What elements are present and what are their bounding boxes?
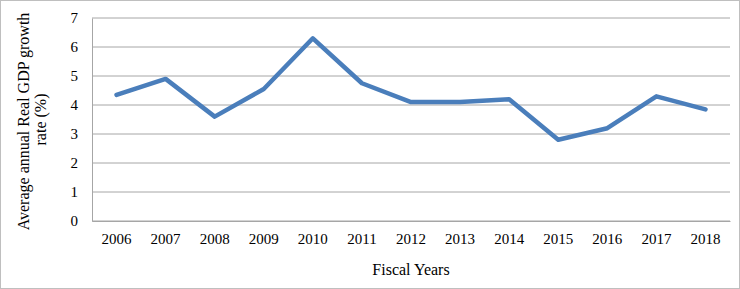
x-tick: 2007 [151,221,182,247]
x-tick: 2009 [249,221,279,247]
x-tick: 2012 [396,221,426,247]
grid-line [92,163,730,164]
grid-line [92,134,730,135]
plot: 0 1 2 3 4 5 6 7 2006 2007 2008 2009 2010 2011 2012 2013… [71,10,731,246]
x-tick: 2006 [102,221,132,247]
y-tick-label: 6 [71,39,79,55]
y-tick-label: 4 [71,97,79,113]
grid-line [92,221,730,222]
y-tick-label: 5 [71,68,79,84]
y-tick: 5 [71,68,93,84]
x-tick: 2015 [543,221,573,247]
y-tick: 7 [71,10,93,26]
grid [92,18,730,221]
y-tick: 4 [71,97,93,113]
x-tick: 2013 [445,221,475,247]
x-tick: 2011 [347,221,376,247]
x-tick: 2017 [641,221,672,247]
grid-line [92,105,730,106]
x-tick-label: 2016 [592,231,623,247]
x-tick: 2018 [690,221,720,247]
y-axis: 0 1 2 3 4 5 6 7 [71,10,93,229]
y-tick-label: 0 [71,213,79,229]
x-tick-label: 2017 [641,231,672,247]
chart-frame [1,1,740,289]
x-tick-label: 2018 [690,231,720,247]
y-axis-title-line: rate (%) [32,94,50,146]
y-tick-label: 2 [71,155,79,171]
y-tick: 1 [71,184,93,200]
y-axis-line [92,19,93,222]
grid-line [92,18,730,19]
grid-line [92,192,730,193]
y-tick-label: 1 [71,184,79,200]
x-axis-line [93,221,731,222]
y-axis-title: Average annual Real GDP growth rate (%) [15,9,50,231]
x-tick: 2014 [494,221,524,247]
y-tick-label: 3 [71,126,79,142]
x-tick-label: 2011 [347,231,376,247]
x-tick-label: 2008 [200,231,230,247]
y-tick: 2 [71,155,93,171]
x-tick-label: 2010 [298,231,328,247]
chart: 0 1 2 3 4 5 6 7 2006 2007 2008 2009 2010 2011 2012 2013… [0,0,740,289]
x-tick-label: 2013 [445,231,475,247]
line [117,38,706,140]
x-tick-label: 2007 [151,231,182,247]
x-axis: 2006 2007 2008 2009 2010 2011 2012 2013 2014 2015… [93,221,731,247]
x-tick: 2008 [200,221,230,247]
x-tick-label: 2015 [543,231,573,247]
y-tick: 6 [71,39,93,55]
x-tick: 2016 [592,221,623,247]
y-tick: 3 [71,126,93,142]
x-axis-title: Fiscal Years [372,261,449,278]
x-tick-label: 2012 [396,231,426,247]
x-tick-label: 2006 [102,231,132,247]
y-tick-label: 7 [71,10,79,26]
grid-line [92,76,730,77]
series [117,38,706,140]
x-tick-label: 2009 [249,231,279,247]
y-tick: 0 [71,213,93,229]
y-axis-title-line: Average annual Real GDP growth [15,9,33,231]
grid-line [92,47,730,48]
x-tick: 2010 [298,221,328,247]
x-tick-label: 2014 [494,231,524,247]
